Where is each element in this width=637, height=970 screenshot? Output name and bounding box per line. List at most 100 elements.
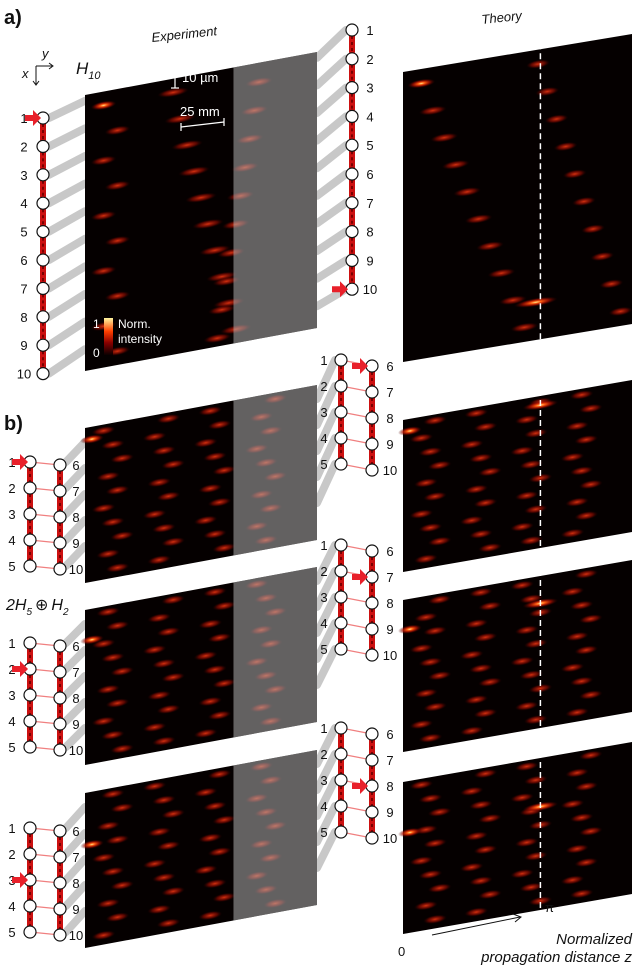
beam-guide: [45, 234, 89, 264]
site-label: 7: [386, 570, 393, 585]
intensity-panels: [80, 34, 633, 948]
experiment-spot: [193, 865, 218, 875]
theory-spot: [590, 251, 615, 262]
theory-spot: [510, 580, 534, 590]
theory-spot: [473, 845, 498, 855]
experiment-spot: [152, 736, 176, 746]
beam-guide: [313, 141, 350, 173]
waveguide-node: [365, 753, 379, 767]
experiment-spot: [104, 291, 131, 301]
theory-spot: [473, 422, 498, 432]
experiment-spot: [147, 827, 172, 837]
beam-guide: [313, 541, 339, 585]
theory-spot: [414, 688, 438, 698]
experiment-spot: [104, 236, 131, 246]
theory-spot: [510, 322, 539, 333]
site-label: 6: [366, 167, 373, 182]
site-label: 2: [8, 847, 15, 862]
theory-title: Theory: [481, 8, 524, 27]
beam-guide: [313, 112, 350, 145]
theory-spot: [478, 889, 502, 900]
experiment-spot: [198, 483, 223, 494]
waveguide-node: [23, 636, 37, 650]
waveguide-node: [334, 590, 348, 604]
site-label: 2: [320, 747, 327, 762]
experiment-spot: [101, 866, 125, 877]
waveguide-node: [365, 385, 379, 399]
axis-pi: π: [545, 900, 554, 915]
theory-spot: [510, 869, 534, 879]
experiment-spot: [178, 166, 210, 177]
waveguide-node: [334, 405, 348, 419]
experiment-spot: [207, 710, 232, 720]
experiment-spot: [101, 789, 125, 799]
waveguide-node: [365, 544, 379, 558]
experiment-spot: [101, 517, 125, 527]
site-label: 3: [8, 507, 15, 522]
theory-spot: [523, 639, 548, 649]
site-label: 3: [20, 168, 27, 183]
theory-spot: [514, 491, 539, 501]
experiment-spot: [91, 426, 116, 436]
waveguide-node: [36, 281, 50, 295]
waveguide-node: [23, 714, 37, 728]
site-label: 4: [320, 616, 327, 631]
site-label: 6: [72, 639, 79, 654]
beam-guide: [62, 907, 89, 936]
theory-spot: [514, 701, 539, 711]
site-label: 10: [383, 463, 397, 478]
experiment-spot: [91, 503, 116, 513]
experiment-spot: [105, 698, 130, 708]
experiment-spot: [198, 833, 223, 843]
waveguide-node: [365, 596, 379, 610]
site-label: 5: [320, 457, 327, 472]
theory-spot: [418, 733, 443, 743]
experiment-spot: [203, 529, 227, 539]
waveguide-node: [23, 740, 37, 754]
theory-spot: [487, 268, 516, 278]
waveguide-node: [345, 109, 359, 124]
site-label: 7: [20, 281, 27, 296]
beam-guide: [313, 567, 339, 611]
theory-spot: [514, 296, 558, 308]
theory-spot: [569, 466, 594, 476]
theory-spot: [423, 914, 447, 924]
waveguide-node: [23, 688, 37, 702]
ladder-output: 1 2 3 4 5 6 7 8 9 10: [320, 353, 397, 478]
waveguide-node: [334, 353, 348, 367]
waveguide-node: [334, 773, 348, 787]
waveguide-node: [365, 805, 379, 819]
beam-guide: [313, 750, 339, 794]
beam-guide: [62, 490, 89, 518]
experiment-spot: [156, 704, 181, 714]
experiment-spot: [212, 601, 237, 611]
theory-spot: [519, 459, 544, 470]
experiment-spot: [156, 841, 181, 851]
experiment-spot: [212, 465, 237, 476]
theory-spot: [418, 523, 443, 533]
chain-a-output: 1 2 3 4 5 6 7 8 9 10: [332, 23, 377, 298]
beam-guide: [45, 96, 89, 122]
unobserved-region-overlay: [233, 567, 317, 738]
theory-spot: [528, 473, 553, 483]
beam-guide: [313, 356, 339, 403]
beam-guide: [313, 460, 339, 507]
beam-guide: [313, 26, 350, 62]
waveguide-node: [36, 338, 50, 352]
theory-spot: [526, 59, 550, 69]
beam-guide: [62, 829, 89, 858]
waveguide-node: [36, 139, 50, 153]
beam-guide: [313, 227, 350, 255]
experiment-spot: [90, 155, 117, 166]
theory-spot: [565, 844, 589, 854]
experiment-spot: [161, 672, 185, 683]
waveguide-node: [365, 411, 379, 425]
theory-spot: [459, 439, 484, 450]
theory-spot: [459, 650, 484, 660]
theory-spot: [459, 726, 484, 736]
input-arrow: [352, 569, 368, 585]
experiment-spot: [147, 904, 172, 915]
site-label: 10: [69, 743, 83, 758]
theory-spot: [569, 676, 594, 686]
theory-spot: [414, 612, 438, 622]
